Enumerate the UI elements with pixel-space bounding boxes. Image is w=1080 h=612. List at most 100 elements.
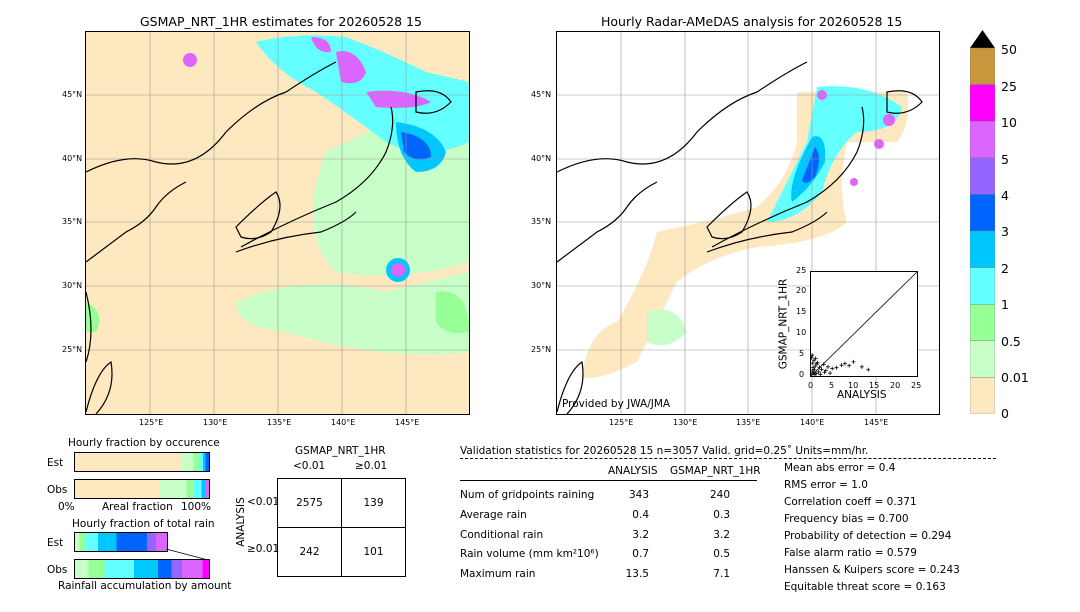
left-lat-30: 30°N xyxy=(62,281,83,290)
validation-col-gsmap: GSMAP_NRT_1HR xyxy=(670,465,761,477)
scatter-point xyxy=(842,361,847,366)
right-lon-125: 125°E xyxy=(609,418,634,427)
scatter-point xyxy=(813,356,818,361)
colorbar-segment xyxy=(969,157,996,195)
validation-row-gsmap: 240 xyxy=(709,489,730,501)
validation-col-analysis: ANALYSIS xyxy=(608,465,658,477)
coastline xyxy=(557,61,923,414)
left-map-title: GSMAP_NRT_1HR estimates for 20260528 15 xyxy=(140,14,422,29)
rain-zone-light xyxy=(236,272,469,355)
occurrence-est-fill xyxy=(181,453,209,471)
score-far: False alarm ratio = 0.579 xyxy=(784,547,917,559)
rain-cell xyxy=(850,178,858,186)
left-lat-45: 45°N xyxy=(62,90,83,99)
inset-tick-x-5: 5 xyxy=(829,381,835,390)
rain-zone-light xyxy=(647,309,687,346)
right-lat-30: 30°N xyxy=(531,281,552,290)
occurrence-title: Hourly fraction by occurence xyxy=(68,437,220,449)
inset-tick-y-5: 5 xyxy=(799,349,805,358)
rain-zone-dark-blue xyxy=(802,147,819,183)
scatter-point xyxy=(810,361,815,366)
scatter-point xyxy=(823,368,828,373)
colorbar-extend-arrow xyxy=(970,30,995,48)
left-lon-130: 130°E xyxy=(203,418,228,427)
validation-row-label: Average rain xyxy=(460,509,527,521)
colorbar-segment xyxy=(969,304,996,342)
colorbar-label-3: 3 xyxy=(1001,224,1009,239)
rain-zone-green xyxy=(86,302,100,332)
validation-row-gsmap: 0.3 xyxy=(713,509,730,521)
scatter-canvas xyxy=(809,271,918,377)
validation-row-gsmap: 7.1 xyxy=(713,568,730,580)
colorbar-segment xyxy=(969,340,996,378)
colorbar-label-1: 1 xyxy=(1001,297,1009,312)
validation-row-gsmap: 3.2 xyxy=(713,529,730,541)
colorbar-segment xyxy=(969,194,996,232)
left-lon-135: 135°E xyxy=(267,418,292,427)
contingency-title: GSMAP_NRT_1HR xyxy=(295,445,386,457)
colorbar-segment xyxy=(969,120,996,158)
inset-tick-x-10: 10 xyxy=(848,381,859,390)
scatter-point xyxy=(812,367,817,372)
scatter-point xyxy=(818,372,823,377)
colorbar-label-0.01: 0.01 xyxy=(1001,370,1029,385)
scatter-point xyxy=(811,370,816,375)
score-mae: Mean abs error = 0.4 xyxy=(784,462,896,474)
colorbar-segment xyxy=(969,47,996,85)
left-lon-140: 140°E xyxy=(331,418,356,427)
colorbar-segment xyxy=(969,267,996,305)
occurrence-row-est: Est xyxy=(47,457,64,469)
colorbar-label-4: 4 xyxy=(1001,188,1009,203)
inset-tick-x-25: 25 xyxy=(911,381,922,390)
total-rain-title: Hourly fraction of total rain xyxy=(72,518,215,530)
inset-ylabel: GSMAP_NRT_1HR xyxy=(777,278,790,370)
right-lat-40: 40°N xyxy=(531,154,552,163)
validation-row-analysis: 3.2 xyxy=(632,529,649,541)
total-rain-connector xyxy=(165,549,209,561)
left-lat-25: 25°N xyxy=(62,345,83,354)
occurrence-est-bar xyxy=(74,452,210,472)
left-map-canvas xyxy=(86,32,469,414)
score-pod: Probability of detection = 0.294 xyxy=(784,530,952,542)
colorbar xyxy=(969,30,996,415)
inset-scatter xyxy=(809,271,918,377)
colorbar-segment xyxy=(969,230,996,268)
score-frequency-bias: Frequency bias = 0.700 xyxy=(784,513,909,525)
colorbar-segment xyxy=(969,377,996,415)
validation-row-label: Num of gridpoints raining xyxy=(460,489,595,501)
scatter-point xyxy=(839,363,844,368)
scatter-point xyxy=(866,367,871,372)
colorbar-label-50: 50 xyxy=(1001,42,1017,57)
rain-zone-green xyxy=(436,291,469,334)
scatter-point xyxy=(817,365,822,370)
right-lon-140: 140°E xyxy=(800,418,825,427)
occurrence-obs-bar xyxy=(74,479,210,499)
diagonal-line xyxy=(810,271,918,377)
score-rms: RMS error = 1.0 xyxy=(784,479,868,491)
validation-col-underline xyxy=(460,480,757,481)
colorbar-label-5: 5 xyxy=(1001,152,1009,167)
inset-tick-x-20: 20 xyxy=(890,381,901,390)
scatter-point xyxy=(821,362,826,367)
inset-tick-y-25: 25 xyxy=(796,266,807,275)
rain-zone-dark-blue xyxy=(401,132,431,160)
scatter-point xyxy=(809,355,814,360)
rain-zone-purple xyxy=(311,37,331,53)
provider-label: Provided by JWA/JMA xyxy=(562,398,671,410)
colorbar-label-25: 25 xyxy=(1001,79,1017,94)
validation-row-label: Conditional rain xyxy=(460,529,544,541)
left-lon-145: 145°E xyxy=(395,418,420,427)
right-lon-145: 145°E xyxy=(864,418,889,427)
left-lat-35: 35°N xyxy=(62,217,83,226)
total-rain-row-est: Est xyxy=(47,537,64,549)
colorbar-canvas xyxy=(969,30,996,415)
contingency-row-ge: ≥0.01 xyxy=(247,543,280,555)
rain-cell xyxy=(391,263,405,277)
contingency-row-axis: ANALYSIS xyxy=(234,497,247,547)
scatter-point xyxy=(811,365,816,370)
scatter-point xyxy=(828,371,833,376)
right-lon-130: 130°E xyxy=(673,418,698,427)
left-lon-125: 125°E xyxy=(139,418,164,427)
colorbar-segments xyxy=(969,47,996,415)
contingency-cell-hit-none: 2575 xyxy=(277,478,342,528)
